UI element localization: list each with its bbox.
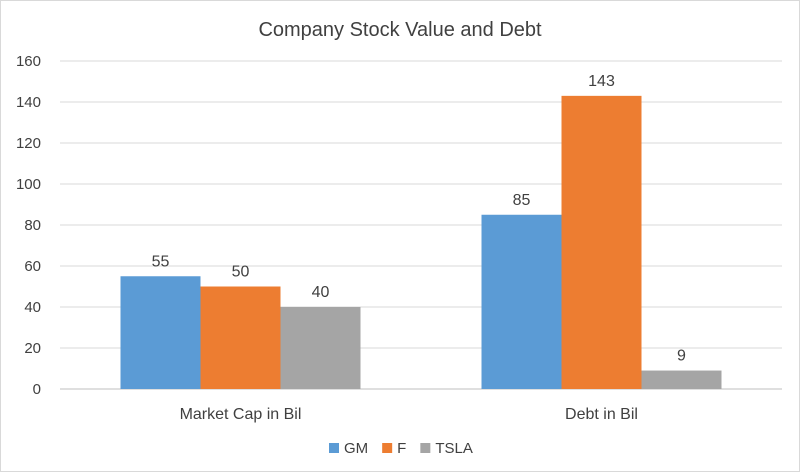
bar-tsla-0 bbox=[280, 307, 361, 389]
data-labels: 55 50 40 85 143 9 bbox=[152, 73, 686, 365]
bar-tsla-1 bbox=[641, 370, 722, 389]
y-tick-label: 40 bbox=[24, 299, 41, 316]
legend-swatch-gm bbox=[329, 443, 339, 453]
bar-f-0 bbox=[200, 286, 281, 389]
bars bbox=[120, 95, 722, 389]
category-label: Market Cap in Bil bbox=[180, 406, 302, 423]
bar-gm-0 bbox=[120, 276, 201, 389]
y-tick-label: 20 bbox=[24, 340, 41, 357]
data-label: 55 bbox=[152, 253, 170, 270]
y-tick-label: 100 bbox=[16, 176, 41, 193]
bar-f-1 bbox=[561, 95, 642, 389]
data-label: 143 bbox=[588, 73, 615, 90]
y-tick-label: 80 bbox=[24, 217, 41, 234]
y-tick-label: 60 bbox=[24, 258, 41, 275]
data-label: 40 bbox=[312, 284, 330, 301]
category-label: Debt in Bil bbox=[565, 406, 638, 423]
legend-label-f: F bbox=[397, 440, 406, 457]
data-label: 9 bbox=[677, 348, 686, 365]
legend: GM F TSLA bbox=[329, 440, 473, 457]
y-tick-label: 120 bbox=[16, 135, 41, 152]
data-label: 50 bbox=[232, 264, 250, 281]
x-axis-categories: Market Cap in Bil Debt in Bil bbox=[180, 406, 638, 423]
legend-label-tsla: TSLA bbox=[435, 440, 473, 457]
y-tick-label: 160 bbox=[16, 53, 41, 70]
legend-label-gm: GM bbox=[344, 440, 368, 457]
chart-title: Company Stock Value and Debt bbox=[258, 19, 542, 41]
y-tick-label: 0 bbox=[33, 381, 41, 398]
legend-swatch-tsla bbox=[420, 443, 431, 453]
bar-gm-1 bbox=[481, 214, 562, 389]
legend-swatch-f bbox=[382, 443, 393, 453]
y-axis-ticks: 0 20 40 60 80 100 120 140 160 bbox=[16, 53, 41, 398]
y-tick-label: 140 bbox=[16, 94, 41, 111]
data-label: 85 bbox=[513, 192, 531, 209]
